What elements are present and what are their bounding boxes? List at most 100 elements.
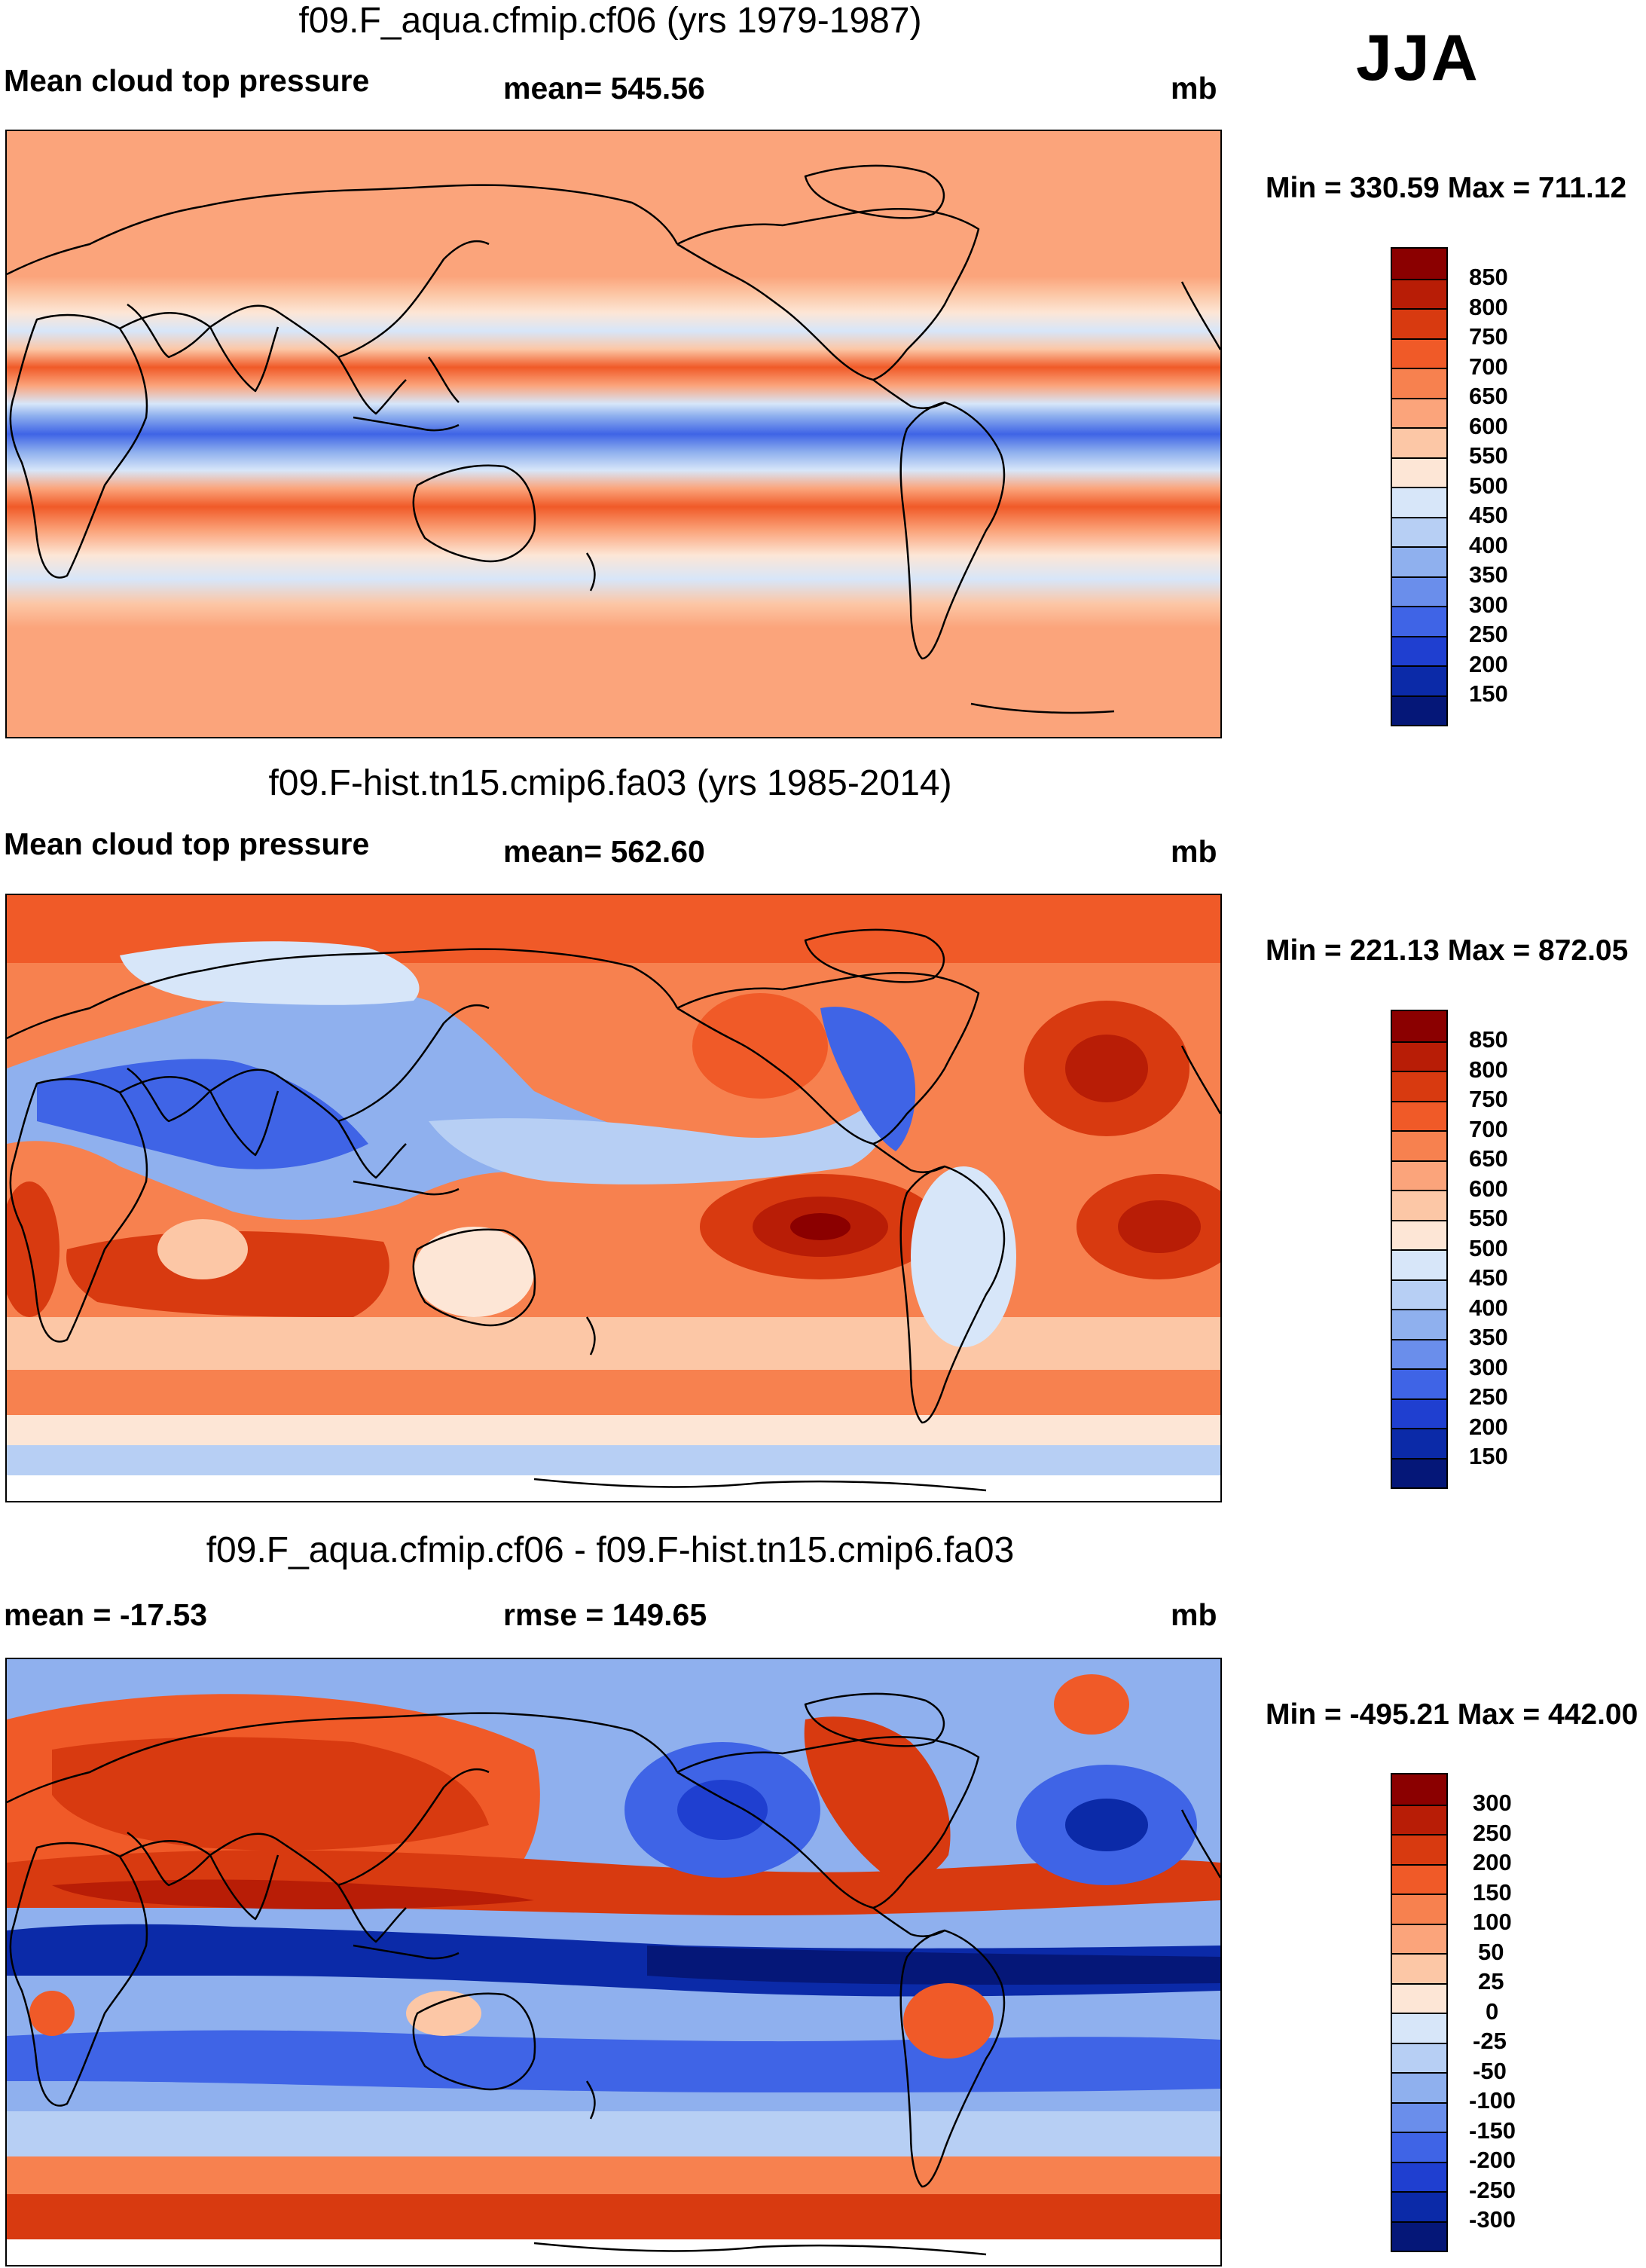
colorbar-swatch bbox=[1392, 2162, 1446, 2191]
panel-3-rmse-label: rmse = 149.65 bbox=[503, 1597, 707, 1632]
colorbar-swatch bbox=[1392, 457, 1446, 487]
panel-1-colorbar-label: 500 bbox=[1469, 472, 1508, 499]
panel-1-colorbar-label: 450 bbox=[1469, 502, 1508, 528]
colorbar-swatch bbox=[1392, 398, 1446, 427]
panel-3-colorbar-label: -25 bbox=[1473, 2028, 1507, 2054]
panel-3-colorbar-label: -100 bbox=[1469, 2087, 1516, 2114]
colorbar-swatch bbox=[1392, 368, 1446, 398]
panel-1-colorbar-label: 300 bbox=[1469, 591, 1508, 618]
colorbar-swatch bbox=[1392, 1041, 1446, 1071]
panel-2-colorbar-label: 800 bbox=[1469, 1056, 1508, 1083]
panel-2-colorbar-label: 650 bbox=[1469, 1145, 1508, 1172]
colorbar-swatch bbox=[1392, 1160, 1446, 1190]
panel-1-colorbar-label: 550 bbox=[1469, 442, 1508, 469]
colorbar-swatch bbox=[1392, 1458, 1446, 1487]
panel-3-minmax: Min = -495.21 Max = 442.00 bbox=[1266, 1698, 1638, 1731]
panel-1-colorbar-label: 350 bbox=[1469, 561, 1508, 588]
season-label: JJA bbox=[1356, 22, 1480, 94]
panel-2-colorbar-label: 150 bbox=[1469, 1443, 1508, 1469]
panel-1-colorbar bbox=[1391, 247, 1448, 726]
colorbar-swatch bbox=[1392, 1834, 1446, 1864]
panel-1-colorbar-label: 150 bbox=[1469, 680, 1508, 707]
panel-1-colorbar-label: 800 bbox=[1469, 294, 1508, 320]
panel-2-colorbar-label: 450 bbox=[1469, 1264, 1508, 1291]
colorbar-swatch bbox=[1392, 576, 1446, 606]
colorbar-swatch bbox=[1392, 2013, 1446, 2043]
colorbar-swatch bbox=[1392, 665, 1446, 695]
panel-2-mean-label: mean= 562.60 bbox=[503, 834, 705, 869]
panel-2-colorbar-label: 600 bbox=[1469, 1175, 1508, 1202]
colorbar-swatch bbox=[1392, 2072, 1446, 2102]
colorbar-swatch bbox=[1392, 1924, 1446, 1953]
colorbar-swatch bbox=[1392, 1220, 1446, 1249]
colorbar-swatch bbox=[1392, 1011, 1446, 1041]
panel-1-colorbar-label: 750 bbox=[1469, 323, 1508, 350]
colorbar-swatch bbox=[1392, 2221, 1446, 2251]
colorbar-swatch bbox=[1392, 1339, 1446, 1368]
colorbar-swatch bbox=[1392, 1190, 1446, 1220]
panel-2-variable-label: Mean cloud top pressure bbox=[4, 827, 370, 861]
panel-1-colorbar-label: 600 bbox=[1469, 413, 1508, 439]
colorbar-swatch bbox=[1392, 1953, 1446, 1983]
panel-2-colorbar-label: 850 bbox=[1469, 1026, 1508, 1053]
colorbar-swatch bbox=[1392, 1071, 1446, 1101]
panel-3-colorbar-label: -300 bbox=[1469, 2206, 1516, 2233]
colorbar-swatch bbox=[1392, 1279, 1446, 1309]
colorbar-swatch bbox=[1392, 636, 1446, 665]
colorbar-swatch bbox=[1392, 2102, 1446, 2132]
colorbar-swatch bbox=[1392, 338, 1446, 368]
colorbar-swatch bbox=[1392, 487, 1446, 517]
panel-3-mean-label: mean = -17.53 bbox=[4, 1597, 208, 1632]
colorbar-swatch bbox=[1392, 1805, 1446, 1834]
panel-3-colorbar-label: -250 bbox=[1469, 2177, 1516, 2203]
colorbar-swatch bbox=[1392, 517, 1446, 546]
panel-3-colorbar-label: -150 bbox=[1469, 2117, 1516, 2144]
colorbar-swatch bbox=[1392, 1398, 1446, 1428]
panel-2-minmax: Min = 221.13 Max = 872.05 bbox=[1266, 934, 1629, 967]
panel-1-colorbar-label: 400 bbox=[1469, 532, 1508, 558]
panel-2-map bbox=[5, 894, 1222, 1502]
colorbar-swatch bbox=[1392, 1983, 1446, 2013]
panel-3-colorbar-label: 200 bbox=[1473, 1849, 1512, 1875]
panel-1-colorbar-label: 700 bbox=[1469, 353, 1508, 380]
panel-1-mean-label: mean= 545.56 bbox=[503, 71, 705, 105]
panel-2-colorbar-label: 400 bbox=[1469, 1294, 1508, 1321]
panel-3-colorbar-label: 100 bbox=[1473, 1909, 1512, 1935]
panel-1-colorbar-label: 650 bbox=[1469, 383, 1508, 409]
panel-3-colorbar-label: 25 bbox=[1478, 1968, 1504, 1994]
colorbar-swatch bbox=[1392, 1249, 1446, 1279]
panel-1-title: f09.F_aqua.cfmip.cf06 (yrs 1979-1987) bbox=[298, 1, 922, 41]
panel-2-colorbar-label: 700 bbox=[1469, 1116, 1508, 1142]
panel-3-colorbar bbox=[1391, 1773, 1448, 2252]
panel-2-colorbar-label: 500 bbox=[1469, 1235, 1508, 1261]
panel-2-colorbar-label: 750 bbox=[1469, 1086, 1508, 1112]
colorbar-swatch bbox=[1392, 1368, 1446, 1398]
panel-1-minmax: Min = 330.59 Max = 711.12 bbox=[1266, 172, 1627, 204]
panel-3-title: f09.F_aqua.cfmip.cf06 - f09.F-hist.tn15.… bbox=[206, 1530, 1015, 1570]
panel-2-colorbar-label: 300 bbox=[1469, 1354, 1508, 1380]
panel-1-map bbox=[5, 130, 1222, 738]
colorbar-swatch bbox=[1392, 279, 1446, 308]
panel-3-colorbar-label: -50 bbox=[1473, 2058, 1507, 2084]
panel-3-colorbar-label: 300 bbox=[1473, 1790, 1512, 1816]
colorbar-swatch bbox=[1392, 695, 1446, 725]
panel-2-colorbar bbox=[1391, 1010, 1448, 1489]
colorbar-swatch bbox=[1392, 546, 1446, 576]
panel-2-colorbar-label: 250 bbox=[1469, 1383, 1508, 1410]
panel-3-colorbar-label: 150 bbox=[1473, 1879, 1512, 1906]
colorbar-swatch bbox=[1392, 1894, 1446, 1924]
panel-3-colorbar-label: 250 bbox=[1473, 1820, 1512, 1846]
panel-3-map bbox=[5, 1658, 1222, 2266]
colorbar-swatch bbox=[1392, 2191, 1446, 2221]
colorbar-swatch bbox=[1392, 606, 1446, 636]
colorbar-swatch bbox=[1392, 1774, 1446, 1805]
colorbar-swatch bbox=[1392, 2132, 1446, 2162]
colorbar-swatch bbox=[1392, 1864, 1446, 1894]
colorbar-swatch bbox=[1392, 1130, 1446, 1160]
panel-1-variable-label: Mean cloud top pressure bbox=[4, 63, 370, 98]
panel-2-colorbar-label: 200 bbox=[1469, 1414, 1508, 1440]
panel-1-colorbar-label: 250 bbox=[1469, 621, 1508, 647]
panel-3-colorbar-label: 0 bbox=[1486, 1998, 1499, 2025]
panel-1-colorbar-label: 850 bbox=[1469, 264, 1508, 290]
panel-3-colorbar-label: -200 bbox=[1469, 2147, 1516, 2173]
